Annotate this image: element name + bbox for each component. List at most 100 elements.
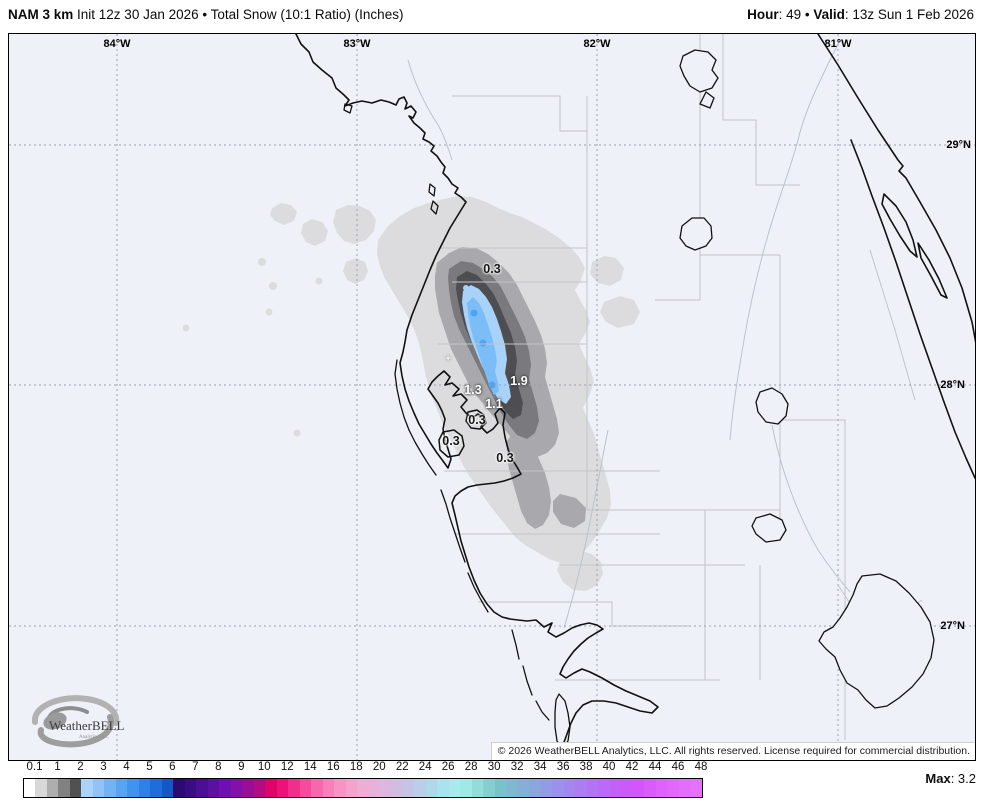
colorbar-tick-label: 16 xyxy=(326,761,340,773)
copyright-notice: © 2026 WeatherBELL Analytics, LLC. All r… xyxy=(490,742,975,760)
colorbar-tick-label: 6 xyxy=(169,761,176,773)
colorbar-cell xyxy=(506,779,518,797)
colorbar-cell xyxy=(334,779,346,797)
title-right: Hour: 49 • Valid: 13z Sun 1 Feb 2026 xyxy=(747,7,974,22)
colorbar-cell xyxy=(644,779,656,797)
colorbar-cell xyxy=(219,779,231,797)
colorbar-cell xyxy=(552,779,564,797)
colorbar-cell xyxy=(288,779,300,797)
colorbar-cell xyxy=(69,779,82,797)
colorbar-cell xyxy=(460,779,472,797)
lake-okeechobee xyxy=(818,573,935,709)
colorbar-cell xyxy=(104,779,116,797)
init-product-text: Init 12z 30 Jan 2026 • Total Snow (10:1 … xyxy=(77,7,404,22)
max-value-readout: Max: 3.2 xyxy=(925,771,976,786)
colorbar-cell xyxy=(529,779,541,797)
coastline xyxy=(295,34,975,760)
colorbar-cell xyxy=(632,779,645,797)
header-bar: NAM 3 km Init 12z 30 Jan 2026 • Total Sn… xyxy=(0,0,984,33)
colorbar-cell xyxy=(253,779,266,797)
colorbar-tick-label: 40 xyxy=(602,761,616,773)
colorbar-tick-label: 7 xyxy=(192,761,199,773)
colorbar-tick-label: 0.1 xyxy=(26,761,43,773)
colorbar-tick-label: 9 xyxy=(238,761,245,773)
lakes xyxy=(679,49,935,709)
colorbar-cell xyxy=(540,779,553,797)
colorbar-cell xyxy=(115,779,128,797)
hour-label: Hour xyxy=(747,7,779,22)
colorbar-tick-label: 8 xyxy=(215,761,222,773)
colorbar-tick-label: 4 xyxy=(123,761,130,773)
lake-kissimmee xyxy=(755,387,789,425)
colorbar-tick-label: 28 xyxy=(464,761,478,773)
colorbar-tick-label: 20 xyxy=(372,761,386,773)
colorbar-cell xyxy=(276,779,289,797)
colorbar-cell xyxy=(357,779,369,797)
colorbar-cell xyxy=(667,779,679,797)
title-left: NAM 3 km Init 12z 30 Jan 2026 • Total Sn… xyxy=(8,7,403,22)
colorbar-tick-label: 38 xyxy=(579,761,593,773)
colorbar-tick-label: 36 xyxy=(556,761,570,773)
colorbar-cell xyxy=(655,779,668,797)
model-name: NAM 3 km xyxy=(8,7,74,22)
colorbar-cell xyxy=(437,779,449,797)
colorbar-cell xyxy=(368,779,381,797)
colorbar-tick-label: 22 xyxy=(395,761,409,773)
lake-istokpoga xyxy=(751,513,787,543)
colorbar-cell xyxy=(58,779,70,797)
colorbar-tick-label: 18 xyxy=(349,761,363,773)
map-geometry xyxy=(9,34,975,760)
county-lines xyxy=(438,34,923,740)
colorbar-cell xyxy=(380,779,392,797)
max-value: : 3.2 xyxy=(950,771,976,786)
colorbar-tick-label: 46 xyxy=(671,761,685,773)
lake-apopka xyxy=(679,217,713,251)
colorbar-tick-label: 1 xyxy=(54,761,61,773)
colorbar-tick-label: 2 xyxy=(77,761,84,773)
valid-label: Valid xyxy=(813,7,845,22)
colorbar-cell xyxy=(448,779,461,797)
colorbar-cell xyxy=(575,779,587,797)
valid-value: : 13z Sun 1 Feb 2026 xyxy=(844,7,974,22)
colorbar-tick-label: 32 xyxy=(510,761,524,773)
colorbar-cell xyxy=(196,779,208,797)
colorbar-tick-label: 34 xyxy=(533,761,547,773)
colorbar-cell xyxy=(414,779,426,797)
colorbar-cell xyxy=(517,779,530,797)
logo-subtext: Analytics LLC xyxy=(79,735,110,740)
colorbar-tick-label: 12 xyxy=(280,761,294,773)
colorbar-cell xyxy=(127,779,139,797)
colorbar-tick-label: 42 xyxy=(625,761,639,773)
max-label: Max xyxy=(925,771,951,786)
colorbar-cell xyxy=(161,779,174,797)
colorbar-cell xyxy=(92,779,105,797)
colorbar-cell xyxy=(46,779,59,797)
colorbar-cell xyxy=(322,779,335,797)
colorbar-cell xyxy=(563,779,576,797)
colorbar-cell xyxy=(265,779,277,797)
colorbar-cell xyxy=(483,779,495,797)
colorbar-tick-label: 24 xyxy=(418,761,432,773)
rivers xyxy=(407,39,851,629)
weatherbell-logo: WeatherBELL Analytics LLC xyxy=(19,690,139,752)
colorbar-cell xyxy=(402,779,415,797)
colorbar-tick-label: 3 xyxy=(100,761,107,773)
colorbar-cell xyxy=(621,779,633,797)
colorbar-cell xyxy=(138,779,151,797)
colorbar-cell xyxy=(345,779,358,797)
logo-text: WeatherBELL xyxy=(49,718,125,733)
colorbar xyxy=(23,778,703,798)
colorbar-cell xyxy=(494,779,507,797)
colorbar-tick-label: 14 xyxy=(303,761,317,773)
colorbar-cell xyxy=(150,779,162,797)
colorbar-cell xyxy=(609,779,622,797)
colorbar-cell xyxy=(690,779,702,797)
colorbar-cell xyxy=(678,779,691,797)
bullet: • xyxy=(801,7,814,22)
hour-value: : 49 xyxy=(778,7,802,22)
colorbar-tick-label: 30 xyxy=(487,761,501,773)
colorbar-tick-labels: 0.1 1 2 3 4 5 6 7 8 9 10 12 14 16 18 20 22 24 26 28 30 32 34 36… xyxy=(0,761,984,776)
colorbar-tick-label: 44 xyxy=(648,761,662,773)
colorbar-cell xyxy=(81,779,93,797)
